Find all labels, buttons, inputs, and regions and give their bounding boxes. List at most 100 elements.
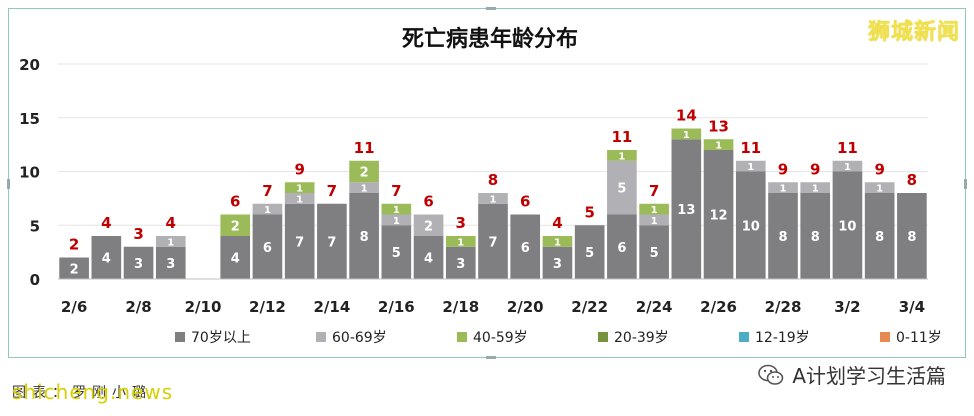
bar-segment (768, 193, 798, 279)
bar-value-label: 1 (167, 237, 174, 248)
bar-segment (864, 182, 895, 193)
bar-segment (284, 203, 315, 279)
bar-total-label: 9 (294, 160, 304, 178)
bar-value-label: 1 (393, 216, 400, 227)
bar-segment (349, 182, 379, 193)
bar-value-label: 6 (263, 241, 272, 256)
legend-swatch (175, 332, 185, 342)
bar-segment (735, 160, 766, 172)
wechat-account-name: A计划学习生活篇 (792, 364, 946, 388)
bar-value-label: 1 (296, 184, 303, 195)
bar-value-label: 1 (780, 184, 787, 195)
y-tick-label-0: 0 (30, 271, 40, 289)
bar-value-label: 1 (651, 216, 658, 227)
x-tick-label: 2/26 (700, 298, 737, 316)
x-tick-label: 2/12 (249, 298, 286, 316)
y-tick-label-4: 20 (19, 56, 40, 74)
x-tick-label: 2/16 (378, 298, 415, 316)
bar-segment (832, 171, 863, 279)
bar-segment (703, 139, 734, 150)
bar-value-label: 1 (812, 184, 819, 195)
bar-value-label: 12 (710, 209, 728, 224)
bar-total-label: 13 (708, 117, 729, 135)
bar-value-label: 8 (778, 230, 787, 245)
resize-handle-bottom[interactable] (486, 356, 496, 359)
bar-value-label: 6 (521, 241, 530, 256)
bar-value-label: 5 (617, 182, 626, 197)
x-tick-label: 2/20 (507, 298, 544, 316)
chart-title: 死亡病患年龄分布 (402, 26, 578, 52)
legend-label: 0-11岁 (896, 330, 942, 346)
bar-value-label: 1 (490, 194, 497, 205)
bar-value-label: 4 (102, 252, 111, 267)
bar-segment (284, 182, 315, 193)
bar-segment (800, 193, 831, 279)
bar-segment (542, 236, 573, 247)
bar-total-label: 7 (649, 182, 659, 200)
bar-segment (155, 236, 186, 247)
bar-value-label: 1 (457, 237, 464, 248)
bar-value-label: 1 (361, 184, 368, 195)
bar-segment (897, 193, 927, 279)
bar-value-label: 2 (231, 219, 240, 234)
bar-segment (317, 203, 347, 279)
bar-segment (381, 214, 412, 226)
bar-segment (639, 214, 669, 226)
bar-value-label: 3 (166, 257, 175, 272)
bar-segment (478, 203, 508, 279)
bar-total-label: 11 (837, 139, 858, 157)
bar-segment (607, 150, 637, 161)
watermark-logo: 狮城新闻 (867, 20, 960, 45)
bar-value-label: 2 (360, 166, 369, 181)
bar-value-label: 8 (875, 230, 884, 245)
bar-segment (252, 203, 283, 215)
bar-value-label: 1 (715, 141, 722, 152)
bar-segment (155, 246, 186, 279)
bar-total-label: 4 (101, 214, 111, 232)
bar-value-label: 1 (264, 205, 271, 216)
legend-swatch (739, 332, 749, 342)
resize-handle-left[interactable] (7, 179, 10, 189)
bar-segment (123, 246, 154, 279)
bar-value-label: 7 (327, 235, 336, 250)
bar-total-label: 4 (166, 214, 176, 232)
bar-segment (607, 160, 637, 215)
bar-value-label: 3 (456, 257, 465, 272)
bar-total-label: 11 (740, 139, 761, 157)
bar-segment (413, 214, 444, 236)
x-tick-label: 3/4 (899, 298, 925, 316)
legend-label: 20-39岁 (614, 330, 669, 346)
bar-total-label: 7 (262, 182, 272, 200)
bar-segment (864, 193, 895, 279)
bar-total-label: 3 (133, 225, 143, 243)
bar-segment (671, 139, 702, 279)
bar-total-label: 3 (456, 214, 466, 232)
bar-value-label: 1 (651, 205, 658, 216)
bar-value-label: 2 (70, 262, 79, 277)
y-tick-label-1: 5 (30, 217, 40, 235)
bar-value-label: 1 (554, 237, 561, 248)
bar-value-label: 8 (360, 230, 369, 245)
legend-swatch (880, 332, 890, 342)
bar-total-label: 8 (488, 171, 498, 189)
bar-value-label: 8 (907, 230, 916, 245)
resize-handle-top[interactable] (486, 7, 496, 10)
bar-value-label: 6 (617, 241, 626, 256)
bar-segment (607, 214, 637, 279)
wechat-account-tag[interactable]: A计划学习生活篇 (758, 360, 946, 389)
y-tick-label-3: 15 (19, 110, 40, 128)
bar-value-label: 1 (296, 194, 303, 205)
bar-value-label: 4 (424, 252, 433, 267)
bar-total-label: 7 (391, 182, 401, 200)
bar-total-label: 14 (676, 107, 697, 125)
bar-value-label: 7 (488, 235, 497, 250)
bar-segment (639, 203, 669, 215)
x-tick-label: 2/8 (125, 298, 151, 316)
legend-label: 40-59岁 (473, 330, 528, 346)
resize-handle-right[interactable] (964, 179, 967, 189)
bar-value-label: 5 (650, 246, 659, 261)
bar-total-label: 6 (520, 193, 530, 211)
bar-value-label: 1 (393, 205, 400, 216)
bar-value-label: 10 (838, 219, 856, 234)
legend-swatch (457, 332, 467, 342)
